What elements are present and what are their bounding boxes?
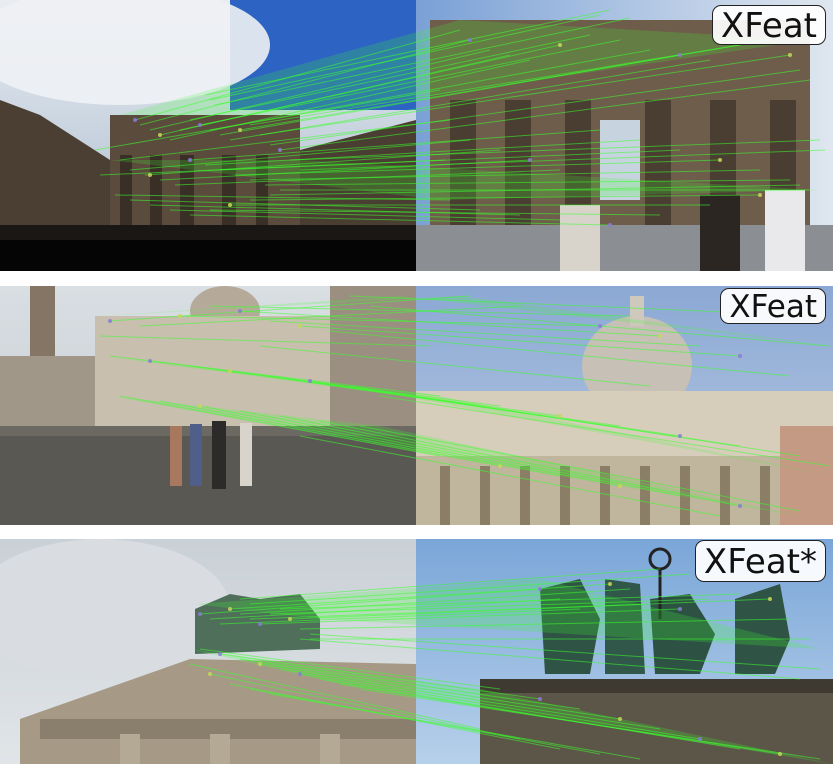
match-visualization-2 [0, 286, 833, 525]
panel-st-peters: XFeat [0, 286, 833, 525]
method-label: XFeat [711, 5, 826, 46]
panel-brandenburg-quadriga: XFeat* [0, 539, 833, 764]
method-label: XFeat* [694, 540, 826, 582]
panel-brandenburg-wide: XFeat [0, 0, 833, 271]
match-visualization-1 [0, 0, 833, 271]
method-label: XFeat [720, 288, 826, 325]
